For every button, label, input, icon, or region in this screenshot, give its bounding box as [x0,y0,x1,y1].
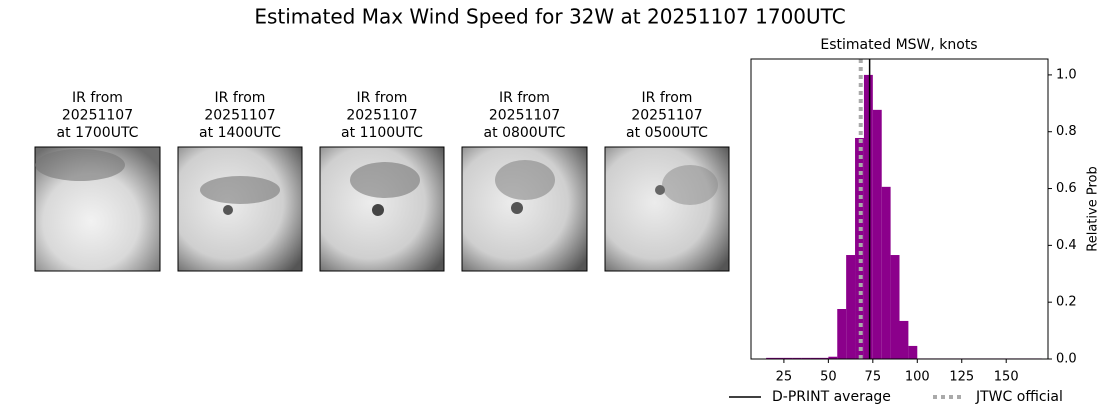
bar [828,356,838,359]
y-axis-label: Relative Prob [1086,166,1100,251]
legend-label: JTWC official [975,389,1063,405]
bar [855,137,864,359]
ir-image [34,146,161,272]
ir-image [604,146,730,272]
panel-title: 20251107 [489,108,560,124]
x-tick-label: 150 [994,370,1019,385]
plot-frame [750,58,1049,360]
y-tick-label: 0.6 [1056,181,1077,196]
panel-title: at 0800UTC [484,125,566,141]
bar [801,357,811,359]
panel-title: IR from [499,90,550,106]
ir-image [319,146,445,272]
panel-title: 20251107 [204,108,275,124]
bar [863,74,873,359]
chart-title: Estimated MSW, knots [820,37,977,53]
bar [819,357,829,359]
y-tick-label: 0.8 [1056,124,1077,139]
bar [837,309,847,359]
panel-title: IR from [215,90,266,106]
y-tick-label: 1.0 [1056,67,1077,82]
bar [881,186,891,359]
ir-image [461,146,588,272]
panel-title: at 1100UTC [341,125,423,141]
panel-title: at 1700UTC [57,125,139,141]
legend-label: D-PRINT average [772,389,891,405]
bar [890,255,900,359]
y-tick-label: 0.0 [1056,352,1077,367]
panels [34,146,730,272]
bar [846,255,856,359]
bar [872,109,882,360]
bar [908,345,918,359]
bar [766,357,776,359]
x-tick-label: 125 [949,370,974,385]
y-tick-label: 0.2 [1056,295,1077,310]
panel-title: at 0500UTC [626,125,708,141]
x-tick-label: 50 [820,370,837,385]
panel-title: IR from [642,90,693,106]
panel-title: 20251107 [631,108,702,124]
bar [775,357,784,359]
bar [792,357,802,359]
x-tick-label: 100 [905,370,930,385]
panel-title: IR from [72,90,123,106]
y-tick-label: 0.4 [1056,238,1077,253]
panel-title: IR from [357,90,408,106]
figure-title: Estimated Max Wind Speed for 32W at 2025… [254,5,845,29]
panel-title: at 1400UTC [199,125,281,141]
panel-title: 20251107 [346,108,417,124]
bar [810,357,820,359]
ir-image [177,146,303,272]
x-tick-label: 75 [865,370,882,385]
bar [783,357,793,359]
x-tick-label: 25 [776,370,793,385]
bar [899,320,909,359]
panel-title: 20251107 [62,108,133,124]
